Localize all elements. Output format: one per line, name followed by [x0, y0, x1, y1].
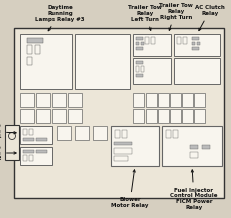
Bar — [20, 93, 34, 107]
Circle shape — [9, 133, 15, 140]
Bar — [23, 155, 27, 161]
Bar — [36, 93, 50, 107]
Text: Daytime
Running
Lamps Relay #2: Daytime Running Lamps Relay #2 — [0, 145, 16, 161]
Bar — [52, 109, 66, 123]
Bar — [36, 138, 47, 141]
Bar — [136, 42, 139, 45]
Bar — [23, 150, 34, 153]
Bar — [183, 37, 187, 44]
Bar — [141, 42, 144, 45]
Text: Trailer Tow
Relay
Right Turn: Trailer Tow Relay Right Turn — [159, 3, 193, 30]
Bar — [136, 61, 143, 64]
Bar — [136, 66, 139, 72]
Bar — [23, 129, 27, 135]
Bar — [192, 37, 199, 40]
Bar — [151, 37, 155, 44]
Bar — [194, 93, 205, 107]
Bar — [202, 145, 210, 149]
Text: Fuel Injector
Control Module
FICM Power
Relay: Fuel Injector Control Module FICM Power … — [170, 170, 218, 210]
Bar — [5, 125, 19, 160]
Bar — [162, 126, 222, 166]
Bar — [190, 152, 198, 158]
Bar — [36, 150, 47, 153]
Text: AC Clutch
Relay: AC Clutch Relay — [195, 5, 225, 31]
Bar — [146, 109, 157, 123]
Bar — [111, 126, 159, 166]
Bar — [133, 109, 144, 123]
Bar — [20, 109, 34, 123]
Bar — [136, 74, 143, 77]
Bar — [194, 109, 205, 123]
Bar — [141, 66, 144, 72]
Bar — [145, 37, 149, 44]
Bar — [174, 34, 220, 56]
Bar — [23, 138, 34, 141]
Bar — [93, 126, 107, 140]
Bar — [133, 34, 171, 56]
Bar — [20, 147, 52, 165]
Bar — [35, 45, 40, 54]
Bar — [133, 58, 171, 84]
Bar — [122, 130, 127, 138]
Bar — [27, 57, 32, 65]
Bar — [136, 37, 143, 40]
Bar — [114, 148, 132, 154]
Bar — [14, 28, 224, 198]
Bar — [75, 126, 89, 140]
Bar — [177, 37, 181, 44]
Bar — [133, 93, 144, 107]
Bar — [158, 93, 169, 107]
Bar — [68, 93, 82, 107]
Bar — [114, 142, 132, 145]
Bar — [27, 45, 32, 54]
Bar — [192, 42, 195, 45]
Bar — [158, 109, 169, 123]
Text: Daytime
Running
Lamps Relay #3: Daytime Running Lamps Relay #3 — [35, 5, 85, 31]
Bar — [136, 47, 143, 50]
Bar — [173, 130, 178, 138]
Bar — [197, 42, 200, 45]
Bar — [27, 38, 43, 43]
Text: Trailer Tow
Relay
Left Turn: Trailer Tow Relay Left Turn — [128, 5, 162, 30]
Bar — [29, 129, 33, 135]
Bar — [75, 34, 130, 89]
Bar — [20, 34, 72, 89]
Bar — [166, 130, 171, 138]
Bar — [182, 109, 193, 123]
Text: Daytime
Running
Lamps Relay #1: Daytime Running Lamps Relay #1 — [0, 123, 16, 139]
Bar — [36, 109, 50, 123]
Bar — [170, 109, 181, 123]
Bar — [170, 93, 181, 107]
Bar — [146, 93, 157, 107]
Text: Blower
Motor Relay: Blower Motor Relay — [111, 170, 149, 208]
Bar — [29, 155, 33, 161]
Bar — [68, 109, 82, 123]
Bar — [182, 93, 193, 107]
Bar — [20, 126, 52, 144]
Bar — [52, 93, 66, 107]
Bar — [190, 145, 198, 149]
Bar — [115, 130, 120, 138]
Bar — [114, 156, 128, 161]
Bar — [192, 47, 199, 50]
Bar — [57, 126, 71, 140]
Bar — [174, 58, 220, 84]
